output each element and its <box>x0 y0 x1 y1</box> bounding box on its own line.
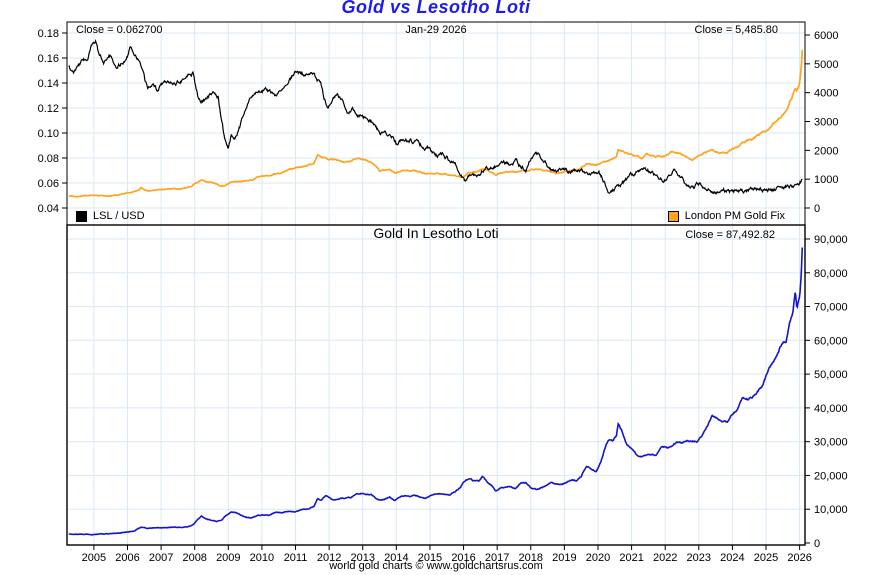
svg-text:2000: 2000 <box>814 145 838 157</box>
svg-text:2012: 2012 <box>317 552 341 564</box>
svg-text:2014: 2014 <box>384 552 408 564</box>
svg-text:0.10: 0.10 <box>38 128 59 140</box>
svg-text:2007: 2007 <box>149 552 173 564</box>
svg-text:2025: 2025 <box>754 552 778 564</box>
svg-text:2010: 2010 <box>250 552 274 564</box>
bottom-close-label: Close = 87,492.82 <box>685 229 775 241</box>
svg-text:10,000: 10,000 <box>814 504 848 516</box>
svg-text:2006: 2006 <box>115 552 139 564</box>
svg-text:90,000: 90,000 <box>814 234 848 246</box>
svg-text:80,000: 80,000 <box>814 268 848 280</box>
series-layer <box>68 39 804 536</box>
series-london-pm-gold-fix <box>68 49 804 198</box>
svg-text:2022: 2022 <box>653 552 677 564</box>
svg-text:2016: 2016 <box>451 552 475 564</box>
svg-text:2018: 2018 <box>519 552 543 564</box>
svg-text:2011: 2011 <box>284 552 308 564</box>
svg-text:2024: 2024 <box>720 552 744 564</box>
axes-layer: 0.04 0.06 0.08 0.10 0.12 0.14 0.16 0.18 0 1000 200… <box>38 21 848 564</box>
legend-london-pm-gold-fix: London PM Gold Fix <box>667 210 785 223</box>
svg-text:30,000: 30,000 <box>814 437 848 449</box>
svg-text:2005: 2005 <box>82 552 106 564</box>
svg-text:2026: 2026 <box>787 552 811 564</box>
svg-text:0.16: 0.16 <box>38 53 59 65</box>
page-title: Gold vs Lesotho Loti <box>341 0 531 17</box>
series-gold-in-lsl <box>68 247 804 536</box>
svg-text:0.12: 0.12 <box>38 103 59 115</box>
top-date-label: Jan-29 2026 <box>405 24 467 36</box>
svg-text:0.18: 0.18 <box>38 28 59 40</box>
svg-text:70,000: 70,000 <box>814 302 848 314</box>
svg-text:2021: 2021 <box>619 552 643 564</box>
series-lsl-usd <box>68 39 803 195</box>
legend-lsl-usd-label: LSL / USD <box>93 210 145 222</box>
svg-text:0.08: 0.08 <box>38 153 59 165</box>
svg-text:2019: 2019 <box>552 552 576 564</box>
svg-text:2008: 2008 <box>182 552 206 564</box>
top-close-right-label: Close = 5,485.80 <box>694 24 778 36</box>
grid-layer <box>67 22 805 545</box>
footer-credit: world gold charts © www.goldchartsrus.co… <box>329 560 543 572</box>
svg-text:0.06: 0.06 <box>38 178 59 190</box>
svg-text:5000: 5000 <box>814 59 838 71</box>
legend-gold-fix-label: London PM Gold Fix <box>684 210 785 222</box>
svg-text:2013: 2013 <box>350 552 374 564</box>
svg-text:6000: 6000 <box>814 30 838 42</box>
legend-lsl-usd: LSL / USD <box>76 210 145 223</box>
svg-text:2015: 2015 <box>418 552 442 564</box>
bottom-panel-title: Gold In Lesotho Loti <box>373 225 499 241</box>
top-close-left-label: Close = 0.062700 <box>76 24 163 36</box>
svg-text:1000: 1000 <box>814 174 838 186</box>
svg-text:50,000: 50,000 <box>814 369 848 381</box>
svg-text:0.04: 0.04 <box>38 203 59 215</box>
svg-text:0.14: 0.14 <box>38 78 59 90</box>
lsl-usd-swatch-icon <box>76 211 87 222</box>
gold-fix-swatch-icon <box>667 211 679 222</box>
svg-text:60,000: 60,000 <box>814 335 848 347</box>
svg-text:2023: 2023 <box>687 552 711 564</box>
svg-text:40,000: 40,000 <box>814 403 848 415</box>
svg-text:4000: 4000 <box>814 88 838 100</box>
svg-text:3000: 3000 <box>814 117 838 129</box>
svg-text:0: 0 <box>814 538 820 550</box>
svg-text:2020: 2020 <box>586 552 610 564</box>
svg-text:2017: 2017 <box>485 552 509 564</box>
svg-text:0: 0 <box>814 203 820 215</box>
svg-text:20,000: 20,000 <box>814 470 848 482</box>
svg-text:2009: 2009 <box>216 552 240 564</box>
